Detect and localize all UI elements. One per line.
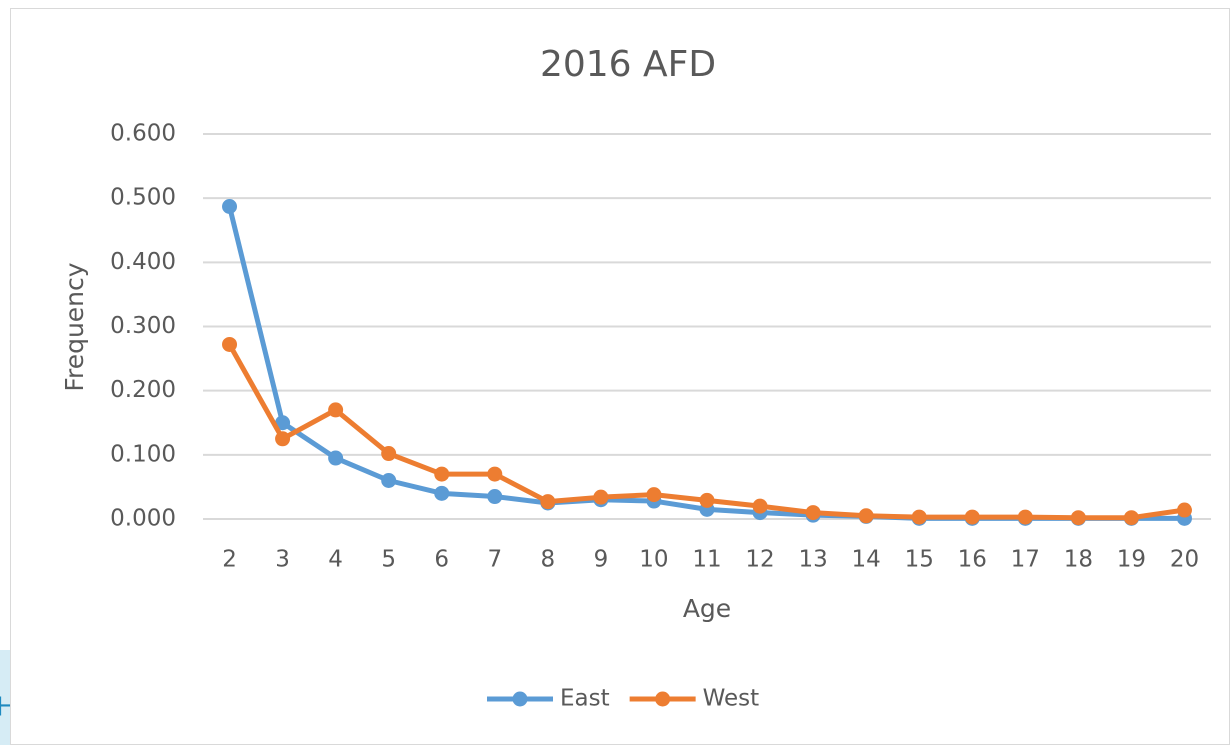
legend-marker — [512, 691, 528, 707]
data-point — [964, 509, 980, 525]
data-point — [381, 446, 397, 462]
data-point — [1070, 510, 1086, 526]
data-point — [646, 487, 662, 503]
legend-label: East — [560, 686, 610, 712]
data-point — [593, 489, 609, 505]
data-point — [1176, 502, 1192, 518]
x-tick-label: 19 — [1117, 547, 1146, 573]
x-tick-label: 13 — [798, 547, 827, 573]
y-tick-label: 0.500 — [110, 185, 176, 211]
x-tick-label: 2 — [222, 547, 237, 573]
y-tick-label: 0.200 — [110, 377, 176, 403]
data-point — [275, 431, 291, 447]
x-tick-label: 9 — [594, 547, 609, 573]
data-point — [911, 509, 927, 525]
x-tick-label: 10 — [639, 547, 668, 573]
x-tick-label: 14 — [852, 547, 881, 573]
y-tick-label: 0.400 — [110, 249, 176, 275]
data-point — [699, 492, 715, 508]
data-point — [487, 466, 503, 482]
data-point — [434, 466, 450, 482]
x-tick-label: 8 — [541, 547, 556, 573]
legend-marker — [655, 691, 671, 707]
data-point — [752, 498, 768, 514]
side-panel — [0, 650, 10, 745]
data-point — [1017, 509, 1033, 525]
x-tick-label: 7 — [487, 547, 502, 573]
y-axis-title: Frequency — [60, 262, 89, 391]
y-tick-label: 0.300 — [110, 313, 176, 339]
x-tick-label: 5 — [381, 547, 396, 573]
data-point — [487, 489, 503, 505]
x-tick-label: 15 — [905, 547, 934, 573]
x-tick-label: 17 — [1011, 547, 1040, 573]
legend: East West — [487, 686, 759, 712]
data-point — [805, 505, 821, 521]
x-tick-label: 3 — [275, 547, 290, 573]
x-tick-label: 16 — [958, 547, 987, 573]
chart-title: 2016 AFD — [540, 44, 716, 85]
data-point — [540, 494, 556, 510]
x-tick-label: 11 — [692, 547, 721, 573]
x-tick-label: 18 — [1064, 547, 1093, 573]
data-point — [328, 402, 344, 418]
data-point — [222, 336, 238, 352]
x-tick-label: 4 — [328, 547, 343, 573]
data-point — [222, 199, 238, 215]
data-point — [434, 485, 450, 501]
data-point — [1123, 510, 1139, 526]
data-point — [275, 415, 291, 431]
y-tick-label: 0.000 — [110, 506, 176, 532]
x-tick-label: 20 — [1170, 547, 1199, 573]
y-tick-label: 0.100 — [110, 441, 176, 467]
data-point — [328, 450, 344, 466]
data-point — [858, 508, 874, 524]
x-tick-label: 12 — [745, 547, 774, 573]
plot-area: 0.000 0.100 0.200 0.300 0.400 0.500 0.600 2 3 4 5 6… — [110, 121, 1211, 573]
chart-frame — [10, 8, 1230, 745]
y-tick-label: 0.600 — [110, 121, 176, 147]
x-axis-title: Age — [683, 594, 731, 623]
x-tick-label: 6 — [434, 547, 449, 573]
data-point — [381, 473, 397, 488]
legend-label: West — [703, 686, 760, 712]
